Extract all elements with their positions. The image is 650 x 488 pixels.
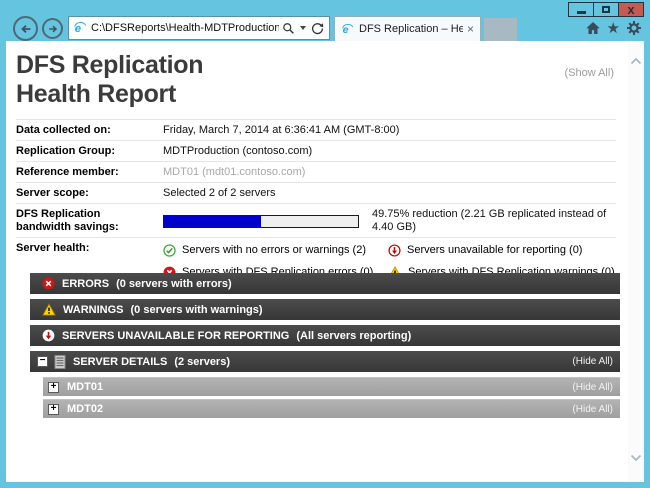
error-circle-icon	[42, 277, 55, 290]
minimize-button[interactable]	[568, 2, 594, 17]
report-page: DFS Replication Health Report (Show All)…	[6, 41, 644, 482]
address-bar[interactable]: e C:\DFSReports\Health-MDTProduction-07M…	[68, 16, 330, 40]
server-row-mdt01[interactable]: + MDT01 (Hide All)	[43, 377, 620, 396]
info-row-replication-group: Replication Group: MDTProduction (contos…	[16, 140, 616, 161]
section-warnings[interactable]: WARNINGS (0 servers with warnings)	[30, 299, 620, 320]
maximize-icon	[602, 6, 610, 13]
hide-all-link[interactable]: (Hide All)	[572, 403, 613, 415]
info-value: MDT01 (mdt01.contoso.com)	[163, 166, 306, 178]
back-button[interactable]	[13, 16, 38, 41]
home-icon[interactable]	[585, 20, 601, 36]
bandwidth-value: 49.75% reduction (2.21 GB replicated ins…	[163, 208, 616, 234]
svg-text:e: e	[75, 23, 81, 35]
info-row-bandwidth-savings: DFS Replication bandwidth savings: 49.75…	[16, 203, 616, 237]
refresh-icon[interactable]	[311, 22, 324, 35]
ie-favicon: e	[74, 22, 87, 35]
health-item-text: Servers with no errors or warnings (2)	[182, 244, 367, 256]
info-label: Server scope:	[16, 187, 89, 199]
back-arrow-icon	[20, 24, 30, 33]
info-label: DFS Replication bandwidth savings:	[16, 208, 119, 233]
info-value: Friday, March 7, 2014 at 6:36:41 AM (GMT…	[163, 124, 400, 136]
svg-text:e: e	[343, 24, 349, 36]
tab-close-icon[interactable]: ×	[466, 22, 474, 36]
new-tab-button[interactable]	[484, 18, 517, 41]
section-server-details[interactable]: − SERVER DETAILS (2 servers) (Hide All)	[30, 351, 620, 372]
ok-circle-icon	[163, 244, 176, 257]
close-icon: x	[627, 2, 635, 17]
expand-toggle[interactable]: +	[48, 403, 59, 415]
report-summary: Data collected on: Friday, March 7, 2014…	[16, 119, 616, 282]
page-title: DFS Replication Health Report	[16, 51, 203, 109]
warning-triangle-icon	[42, 303, 56, 316]
info-label: Server health:	[16, 242, 90, 254]
unavailable-circle-icon	[42, 329, 55, 342]
server-name: MDT02	[67, 403, 104, 415]
server-name: MDT01	[67, 381, 104, 393]
section-detail: (0 servers with warnings)	[130, 303, 263, 316]
info-label: Replication Group:	[16, 145, 115, 157]
address-buttons	[282, 22, 324, 35]
info-row-data-collected: Data collected on: Friday, March 7, 2014…	[16, 119, 616, 140]
show-all-link[interactable]: (Show All)	[564, 67, 614, 79]
chevron-down-icon[interactable]	[300, 26, 306, 30]
section-detail: (0 servers with errors)	[116, 277, 232, 290]
section-label: WARNINGS	[63, 303, 124, 316]
info-row-reference-member: Reference member: MDT01 (mdt01.contoso.c…	[16, 161, 616, 182]
section-detail: (All servers reporting)	[296, 329, 412, 342]
scroll-down-icon[interactable]	[630, 454, 642, 462]
report-sections: ERRORS (0 servers with errors) WARNINGS …	[30, 273, 620, 421]
close-button[interactable]: x	[618, 2, 644, 17]
health-item-unavailable: Servers unavailable for reporting (0)	[388, 244, 615, 257]
section-label: SERVER DETAILS	[73, 355, 168, 368]
bandwidth-fill-bar	[164, 215, 261, 227]
window-controls: x	[568, 2, 644, 17]
gear-icon[interactable]	[626, 20, 642, 36]
expand-toggle[interactable]: +	[48, 381, 59, 393]
unavailable-circle-icon	[388, 244, 401, 257]
hide-all-link[interactable]: (Hide All)	[572, 356, 613, 367]
browser-toolbar-icons: ★	[585, 20, 642, 36]
favorites-star-icon[interactable]: ★	[606, 19, 620, 37]
section-label: ERRORS	[62, 277, 110, 290]
collapse-toggle[interactable]: −	[37, 356, 48, 367]
tab-title: DFS Replication – Health Re...	[359, 23, 463, 35]
info-value: Selected 2 of 2 servers	[163, 187, 276, 199]
scroll-up-icon[interactable]	[630, 57, 642, 65]
info-label: Reference member:	[16, 166, 119, 178]
section-errors[interactable]: ERRORS (0 servers with errors)	[30, 273, 620, 294]
address-input[interactable]: C:\DFSReports\Health-MDTProduction-07Ma	[91, 22, 279, 34]
info-label: Data collected on:	[16, 124, 111, 136]
info-value: MDTProduction (contoso.com)	[163, 145, 313, 157]
server-row-mdt02[interactable]: + MDT02 (Hide All)	[43, 399, 620, 418]
bandwidth-progress-bar	[163, 214, 359, 228]
page-title-line1: DFS Replication	[16, 51, 204, 79]
search-icon[interactable]	[282, 22, 295, 35]
maximize-button[interactable]	[593, 2, 619, 17]
vertical-scrollbar[interactable]	[628, 41, 644, 482]
page-title-line2: Health Report	[16, 80, 177, 108]
section-detail: (2 servers)	[174, 355, 230, 368]
forward-arrow-icon	[48, 25, 57, 32]
tab-dfs-replication-health-report[interactable]: e DFS Replication – Health Re... ×	[334, 16, 481, 41]
hide-all-link[interactable]: (Hide All)	[572, 381, 613, 393]
server-icon	[54, 354, 66, 369]
minimize-icon	[576, 10, 586, 14]
section-label: SERVERS UNAVAILABLE FOR REPORTING	[62, 329, 290, 342]
info-row-server-scope: Server scope: Selected 2 of 2 servers	[16, 182, 616, 203]
ie-favicon: e	[342, 23, 354, 36]
health-item-no-errors: Servers with no errors or warnings (2)	[163, 244, 388, 257]
bandwidth-summary: 49.75% reduction (2.21 GB replicated ins…	[372, 208, 607, 233]
forward-button[interactable]	[42, 18, 63, 39]
health-item-text: Servers unavailable for reporting (0)	[407, 244, 583, 256]
section-unavailable[interactable]: SERVERS UNAVAILABLE FOR REPORTING (All s…	[30, 325, 620, 346]
